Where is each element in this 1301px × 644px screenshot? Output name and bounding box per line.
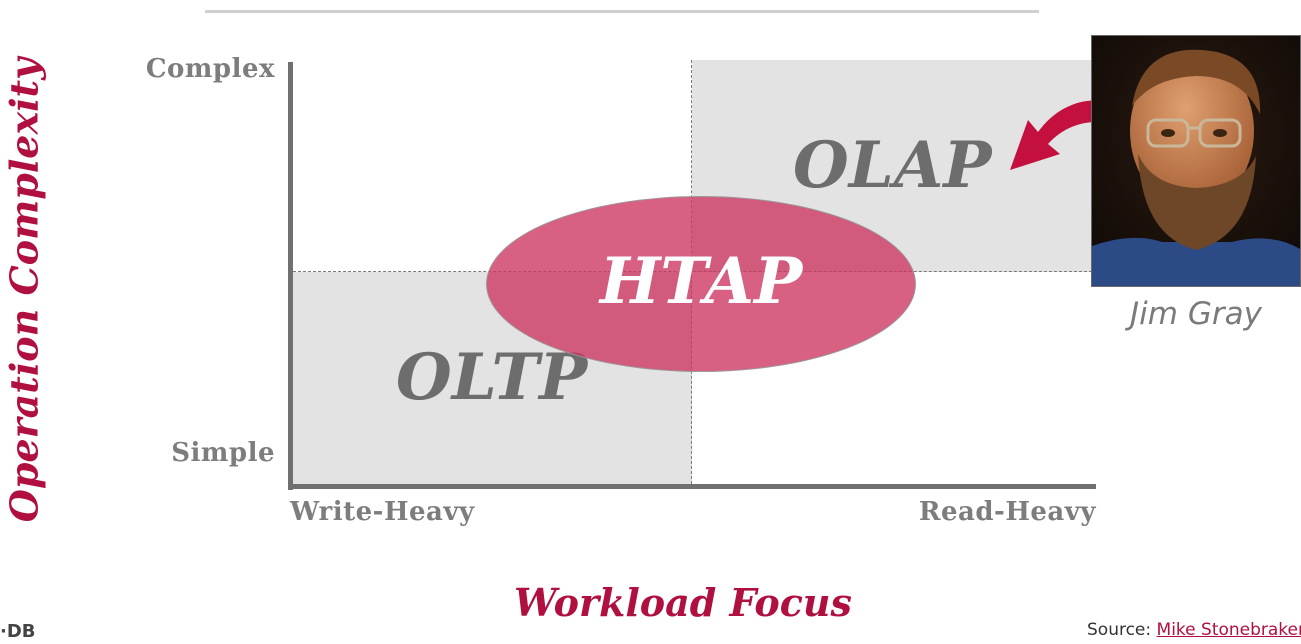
x-axis-title: Workload Focus [514,580,852,625]
x-axis-line [288,484,1096,489]
htap-label: HTAP [599,244,803,319]
y-axis-line [288,62,293,490]
y-axis-title: Operation Complexity [1,57,47,523]
y-tick-complex: Complex [145,54,275,84]
source-link[interactable]: Mike Stonebraker [1156,620,1301,640]
jim-gray-photo [1091,35,1301,287]
portrait-photo-icon [1092,36,1300,286]
x-tick-read-heavy: Read-Heavy [918,497,1096,527]
x-tick-write-heavy: Write-Heavy [290,497,475,527]
y-tick-simple: Simple [171,438,275,468]
photo-caption: Jim Gray [1130,296,1262,332]
htap-ellipse [486,196,916,372]
top-divider [205,10,1039,13]
logo: ·DB [0,621,36,642]
oltp-label: OLTP [396,340,588,415]
source-prefix: Source: [1087,620,1157,640]
source-credit: Source: Mike Stonebraker [1087,620,1301,640]
olap-label: OLAP [793,128,992,203]
